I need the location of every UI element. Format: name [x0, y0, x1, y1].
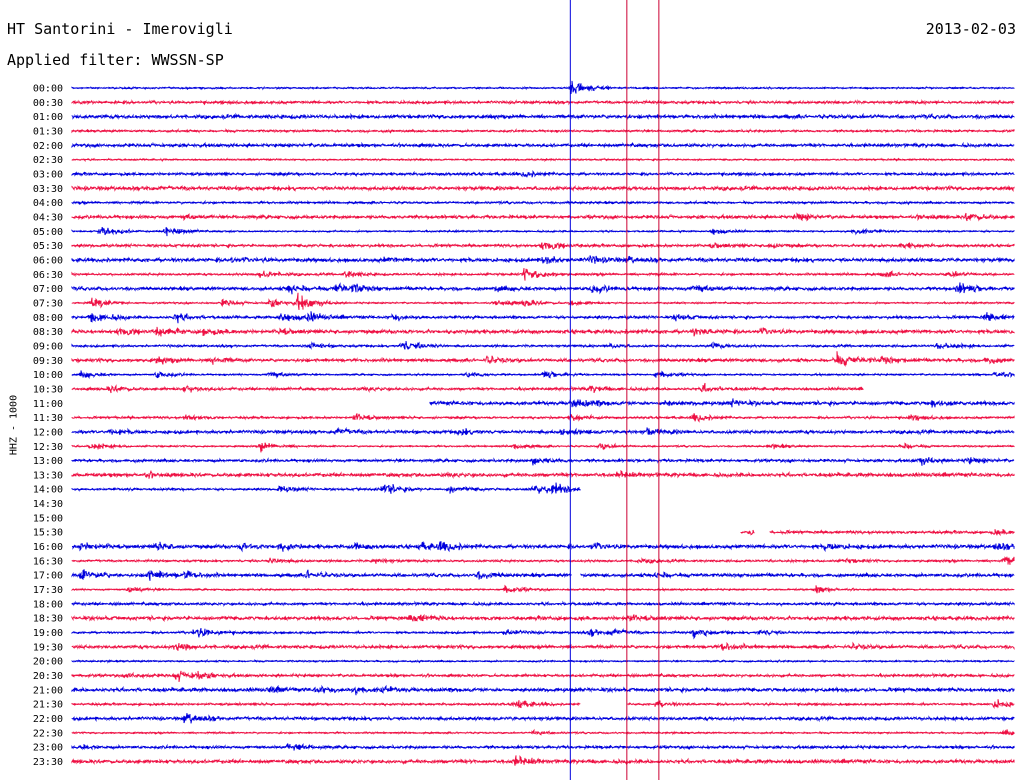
- time-tick-label: 19:30: [33, 642, 63, 653]
- trace-0930: [71, 351, 1015, 367]
- time-tick-label: 21:30: [33, 700, 63, 711]
- trace-0030: [71, 98, 1015, 106]
- time-tick-label: 00:30: [33, 98, 63, 109]
- time-tick-label: 23:30: [33, 757, 63, 768]
- time-tick-label: 15:00: [33, 513, 63, 524]
- time-tick-label: 06:00: [33, 255, 63, 266]
- time-tick-label: 02:00: [33, 141, 63, 152]
- trace-1230: [71, 442, 1015, 453]
- time-tick-label: 04:00: [33, 198, 63, 209]
- trace-2200: [71, 713, 1015, 724]
- trace-1900: [71, 627, 1015, 640]
- trace-2100: [71, 684, 1015, 696]
- trace-1800: [71, 600, 1015, 608]
- trace-0300: [71, 169, 1015, 178]
- trace-1330: [71, 469, 1015, 480]
- time-tick-label: 11:00: [33, 399, 63, 410]
- time-tick-label: 13:30: [33, 470, 63, 481]
- trace-0330: [71, 184, 1015, 192]
- time-tick-label: 22:30: [33, 728, 63, 739]
- trace-1030: [71, 382, 864, 394]
- time-tick-label: 05:00: [33, 227, 63, 238]
- trace-1000: [71, 370, 1015, 380]
- trace-0100: [71, 112, 1015, 121]
- time-tick-label: 14:30: [33, 499, 63, 510]
- time-tick-label: 13:00: [33, 456, 63, 467]
- time-tick-label: 16:00: [33, 542, 63, 553]
- time-tick-label: 06:30: [33, 270, 63, 281]
- time-tick-label: 12:00: [33, 427, 63, 438]
- trace-0700: [71, 282, 1015, 295]
- time-tick-label: 09:00: [33, 341, 63, 352]
- time-tick-label: 01:30: [33, 126, 63, 137]
- time-tick-label: 23:00: [33, 743, 63, 754]
- time-tick-label: 01:00: [33, 112, 63, 123]
- time-tick-label: 03:30: [33, 184, 63, 195]
- time-tick-label: 10:00: [33, 370, 63, 381]
- filter-label: Applied filter: WWSSN-SP: [7, 51, 224, 69]
- trace-1400: [71, 482, 581, 495]
- trace-0500: [71, 226, 1015, 237]
- trace-1530: [740, 528, 1015, 537]
- trace-1830: [71, 613, 1015, 623]
- time-tick-label: 21:00: [33, 685, 63, 696]
- time-tick-label: 16:30: [33, 556, 63, 567]
- trace-0530: [71, 242, 1015, 250]
- time-tick-label: 09:30: [33, 356, 63, 367]
- trace-0200: [71, 141, 1015, 149]
- trace-1730: [71, 584, 1015, 594]
- trace-0730: [71, 292, 1015, 310]
- trace-0600: [71, 255, 1015, 265]
- time-tick-label: 14:00: [33, 485, 63, 496]
- time-tick-label: 20:00: [33, 657, 63, 668]
- trace-1930: [71, 641, 1015, 651]
- trace-2230: [71, 728, 1015, 736]
- time-tick-label: 15:30: [33, 528, 63, 539]
- trace-1600: [71, 541, 1015, 553]
- trace-0830: [71, 326, 1015, 337]
- time-tick-label: 05:30: [33, 241, 63, 252]
- trace-1130: [71, 413, 1015, 423]
- time-tick-label: 00:00: [33, 84, 63, 95]
- time-tick-label: 08:00: [33, 313, 63, 324]
- time-tick-label: 11:30: [33, 413, 63, 424]
- time-tick-label: 20:30: [33, 671, 63, 682]
- trace-2030: [71, 670, 1015, 682]
- trace-1700: [71, 569, 1015, 581]
- station-title: HT Santorini - Imerovigli: [7, 20, 233, 38]
- trace-1630: [71, 556, 1015, 565]
- trace-1300: [71, 456, 1015, 466]
- time-tick-label: 19:00: [33, 628, 63, 639]
- time-tick-label: 18:30: [33, 614, 63, 625]
- time-tick-label: 02:30: [33, 155, 63, 166]
- time-tick-label: 08:30: [33, 327, 63, 338]
- time-tick-label: 18:00: [33, 599, 63, 610]
- time-tick-label: 17:30: [33, 585, 63, 596]
- trace-0000: [71, 80, 1015, 95]
- trace-2300: [71, 742, 1015, 751]
- trace-0430: [71, 212, 1015, 222]
- trace-2330: [71, 755, 1015, 766]
- time-tick-label: 07:00: [33, 284, 63, 295]
- time-tick-label: 22:00: [33, 714, 63, 725]
- time-tick-label: 04:30: [33, 212, 63, 223]
- time-tick-label: 12:30: [33, 442, 63, 453]
- trace-0630: [71, 268, 1015, 281]
- time-tick-label: 03:00: [33, 169, 63, 180]
- time-tick-label: 07:30: [33, 298, 63, 309]
- trace-0230: [71, 157, 1015, 163]
- time-tick-label: 10:30: [33, 384, 63, 395]
- date-label: 2013-02-03: [925, 20, 1016, 38]
- trace-0900: [71, 341, 1015, 350]
- time-tick-label: 17:00: [33, 571, 63, 582]
- trace-2130: [71, 699, 1015, 709]
- trace-1200: [71, 426, 1015, 436]
- trace-0400: [71, 199, 1015, 206]
- trace-0130: [71, 127, 1015, 134]
- trace-1100: [429, 398, 1015, 408]
- trace-2000: [71, 658, 1015, 664]
- trace-0800: [71, 311, 1015, 324]
